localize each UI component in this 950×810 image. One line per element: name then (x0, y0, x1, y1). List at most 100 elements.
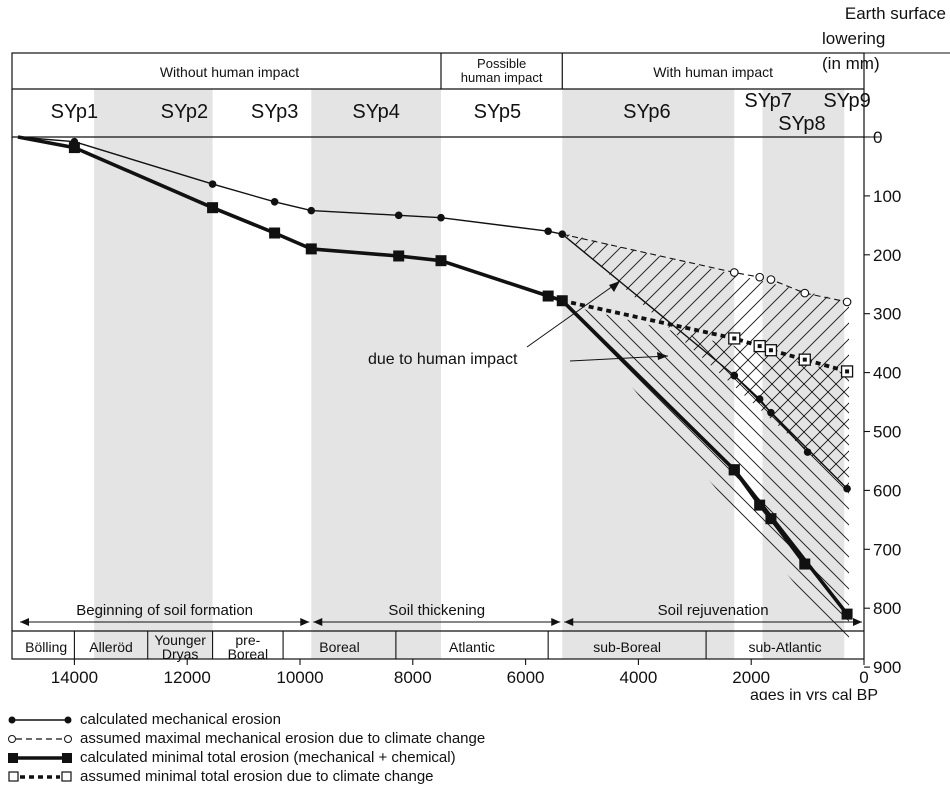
legend-label: calculated mechanical erosion (80, 711, 281, 728)
data-point (305, 243, 317, 255)
hatch-line (860, 280, 950, 680)
y-tick-label: 200 (873, 246, 901, 265)
hatch-line (667, 304, 849, 649)
shaded-band (762, 89, 845, 659)
x-tick-label: 2000 (732, 668, 770, 687)
period-label: Boreal (228, 646, 268, 662)
legend-swatch-max-climate (8, 734, 72, 743)
phase-arrowhead (300, 618, 310, 626)
axes: Earth surface lowering (in mm) ages in yrs… (51, 4, 946, 700)
series (561, 298, 854, 378)
annotation-text: due to human impact (368, 351, 518, 368)
x-tick-label: 10000 (276, 668, 323, 687)
annotation-arrow-upper (526, 280, 621, 348)
hatch-line (563, 233, 669, 489)
data-point (800, 288, 810, 298)
data-point (269, 227, 281, 239)
hatch-line (603, 304, 849, 649)
data-point (767, 408, 775, 417)
legend-swatch-min-climate (8, 770, 72, 782)
data-point (435, 255, 447, 267)
data-point (558, 230, 567, 238)
legend-item: calculated minimal total erosion (mechan… (8, 748, 485, 767)
y-axis-label-line: lowering (822, 29, 885, 48)
phase-label: Soil rejuvenation (658, 602, 769, 619)
shaded-band (311, 89, 441, 659)
profile-label: SYp8 (778, 113, 825, 135)
x-tick-label: 6000 (507, 668, 545, 687)
phase: Soil thickening (313, 602, 561, 626)
hatch-line (940, 200, 950, 520)
hatch-line (827, 304, 849, 649)
data-point-center (802, 357, 807, 362)
hatch-line (563, 233, 701, 489)
impact-header-label: Possible (477, 56, 526, 71)
y-axis-label-line: (in mm) (822, 54, 880, 73)
profile-label: SYp5 (474, 101, 521, 123)
hatch-line (779, 233, 849, 489)
y-axis-label-line: Earth surface (845, 4, 946, 23)
profile-label: SYp6 (623, 101, 670, 123)
period-label: Bölling (25, 639, 67, 655)
shaded-band (94, 89, 213, 659)
data-point (208, 180, 217, 188)
hatch-line (563, 233, 653, 489)
profile-label: SYp9 (823, 90, 870, 112)
legend-item: assumed maximal mechanical erosion due t… (8, 729, 485, 748)
legend-item: assumed minimal total erosion due to cli… (8, 767, 485, 786)
phase: Beginning of soil formation (20, 602, 310, 626)
profile-label: SYp4 (352, 101, 399, 123)
data-point-center (768, 348, 773, 353)
data-point (307, 206, 316, 215)
y-axis-label: Earth surface lowering (in mm) (822, 4, 946, 73)
data-point (765, 513, 777, 525)
period-label: Dryas (162, 646, 199, 662)
y-tick-label: 900 (873, 658, 901, 677)
data-point (729, 268, 739, 277)
y-tick-label: 100 (873, 187, 901, 206)
data-point (755, 272, 765, 282)
data-point (799, 558, 811, 570)
phase: Soil rejuvenation (564, 602, 862, 626)
data-point (755, 395, 764, 403)
phase-arrowhead (551, 618, 561, 626)
data-point (728, 464, 740, 476)
legend-swatch-mechanical (8, 716, 72, 723)
phase-arrowhead (313, 618, 323, 626)
hatch-line (635, 304, 849, 649)
legend-swatch-total (8, 752, 72, 763)
annotation: due to human impact (368, 280, 669, 368)
y-tick-label: 0 (873, 128, 882, 147)
hatch-line (908, 200, 950, 520)
hatch-line (587, 304, 849, 649)
data-point-center (845, 369, 850, 374)
x-tick-label: 4000 (619, 668, 657, 687)
hatch-line (651, 304, 849, 649)
hatch-line (876, 280, 950, 680)
series (562, 233, 852, 307)
legend-label: calculated minimal total erosion (mechan… (80, 749, 456, 766)
y-tick-label: 400 (873, 364, 901, 383)
data-point (556, 295, 568, 307)
data-point (270, 197, 279, 206)
hatch-line (908, 280, 950, 680)
legend-label: assumed minimal total erosion due to cli… (80, 768, 434, 785)
phase-label: Beginning of soil formation (76, 602, 253, 619)
profile-label: SYp7 (744, 90, 791, 112)
impact-header-label: human impact (461, 70, 543, 85)
hatch-line (924, 200, 950, 520)
shaded-bands (94, 89, 845, 659)
data-series (17, 135, 854, 620)
x-tick-label: 12000 (164, 668, 211, 687)
series-line (733, 374, 809, 453)
data-point (843, 484, 851, 493)
data-point (393, 250, 405, 262)
data-point (68, 142, 80, 154)
y-tick-label: 500 (873, 423, 901, 442)
series (730, 371, 812, 456)
data-point (542, 290, 554, 302)
period-label: Atlantic (449, 639, 495, 655)
